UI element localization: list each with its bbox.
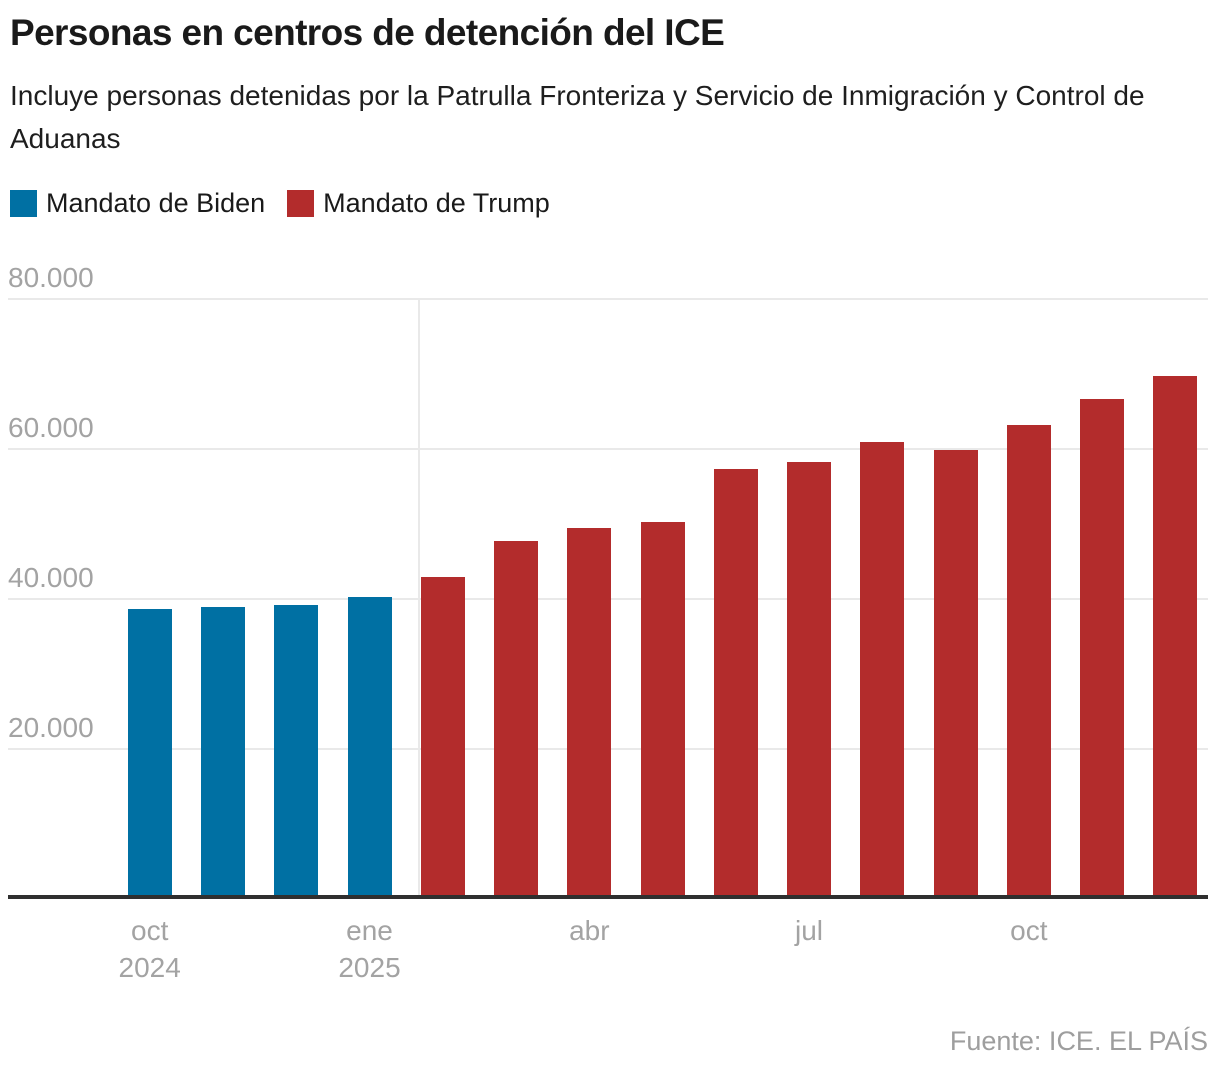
bar-nov-2025 xyxy=(1080,398,1125,900)
legend-label-trump: Mandato de Trump xyxy=(323,188,550,218)
mandate-divider xyxy=(418,299,420,899)
legend-swatch-biden xyxy=(10,190,37,217)
x-tick-line: 2024 xyxy=(118,952,181,983)
legend: Mandato de Biden Mandato de Trump xyxy=(10,188,550,219)
gridline-80000 xyxy=(8,298,1208,300)
x-tick-label-oct-2024: oct 2024 xyxy=(119,912,181,986)
y-tick-label-20000: 20.000 xyxy=(8,712,94,743)
bar-mar-2025 xyxy=(494,541,538,900)
chart-title: Personas en centros de detención del ICE xyxy=(10,12,725,53)
bar-jun-2025 xyxy=(713,469,758,900)
gridline-60000 xyxy=(8,448,1208,450)
bar-dic-2025 xyxy=(1153,375,1198,899)
bar-sep-2025 xyxy=(933,449,978,900)
bar-feb-2025 xyxy=(420,576,465,899)
x-tick-line: abr xyxy=(569,915,610,946)
x-tick-label-oct-2025: oct xyxy=(1010,912,1047,949)
bar-ago-2025 xyxy=(860,441,905,899)
x-tick-line: oct xyxy=(1010,915,1048,946)
x-tick-line: 2025 xyxy=(338,952,401,983)
bar-jul-2025 xyxy=(787,461,831,900)
x-tick-line: oct xyxy=(131,915,169,946)
axis-baseline xyxy=(8,895,1208,899)
legend-label-biden: Mandato de Biden xyxy=(46,188,266,218)
y-tick-label-40000: 40.000 xyxy=(8,562,94,593)
y-tick-label-60000: 60.000 xyxy=(8,412,94,443)
x-tick-line: jul xyxy=(794,915,824,946)
bar-dic-2024 xyxy=(274,605,319,899)
legend-swatch-trump xyxy=(287,190,315,217)
bar-ene-2025 xyxy=(347,596,392,900)
bar-oct-2025 xyxy=(1006,425,1051,899)
x-tick-label-abr-2025: abr xyxy=(569,912,609,949)
legend-item-biden: Mandato de Biden xyxy=(10,188,265,219)
source-credit: Fuente: ICE. EL PAÍS xyxy=(949,1026,1208,1056)
x-tick-label-jul-2025: jul xyxy=(795,912,823,949)
bar-oct-2024 xyxy=(127,608,172,900)
chart-subtitle: Incluye personas detenidas por la Patrul… xyxy=(10,80,1145,154)
bar-abr-2025 xyxy=(567,527,612,900)
x-tick-line: ene xyxy=(346,915,393,946)
x-tick-label-ene-2025: ene 2025 xyxy=(338,912,400,986)
bar-nov-2024 xyxy=(201,607,245,900)
bar-may-2025 xyxy=(640,521,685,900)
legend-item-trump: Mandato de Trump xyxy=(287,188,550,219)
y-tick-label-80000: 80.000 xyxy=(8,262,94,293)
